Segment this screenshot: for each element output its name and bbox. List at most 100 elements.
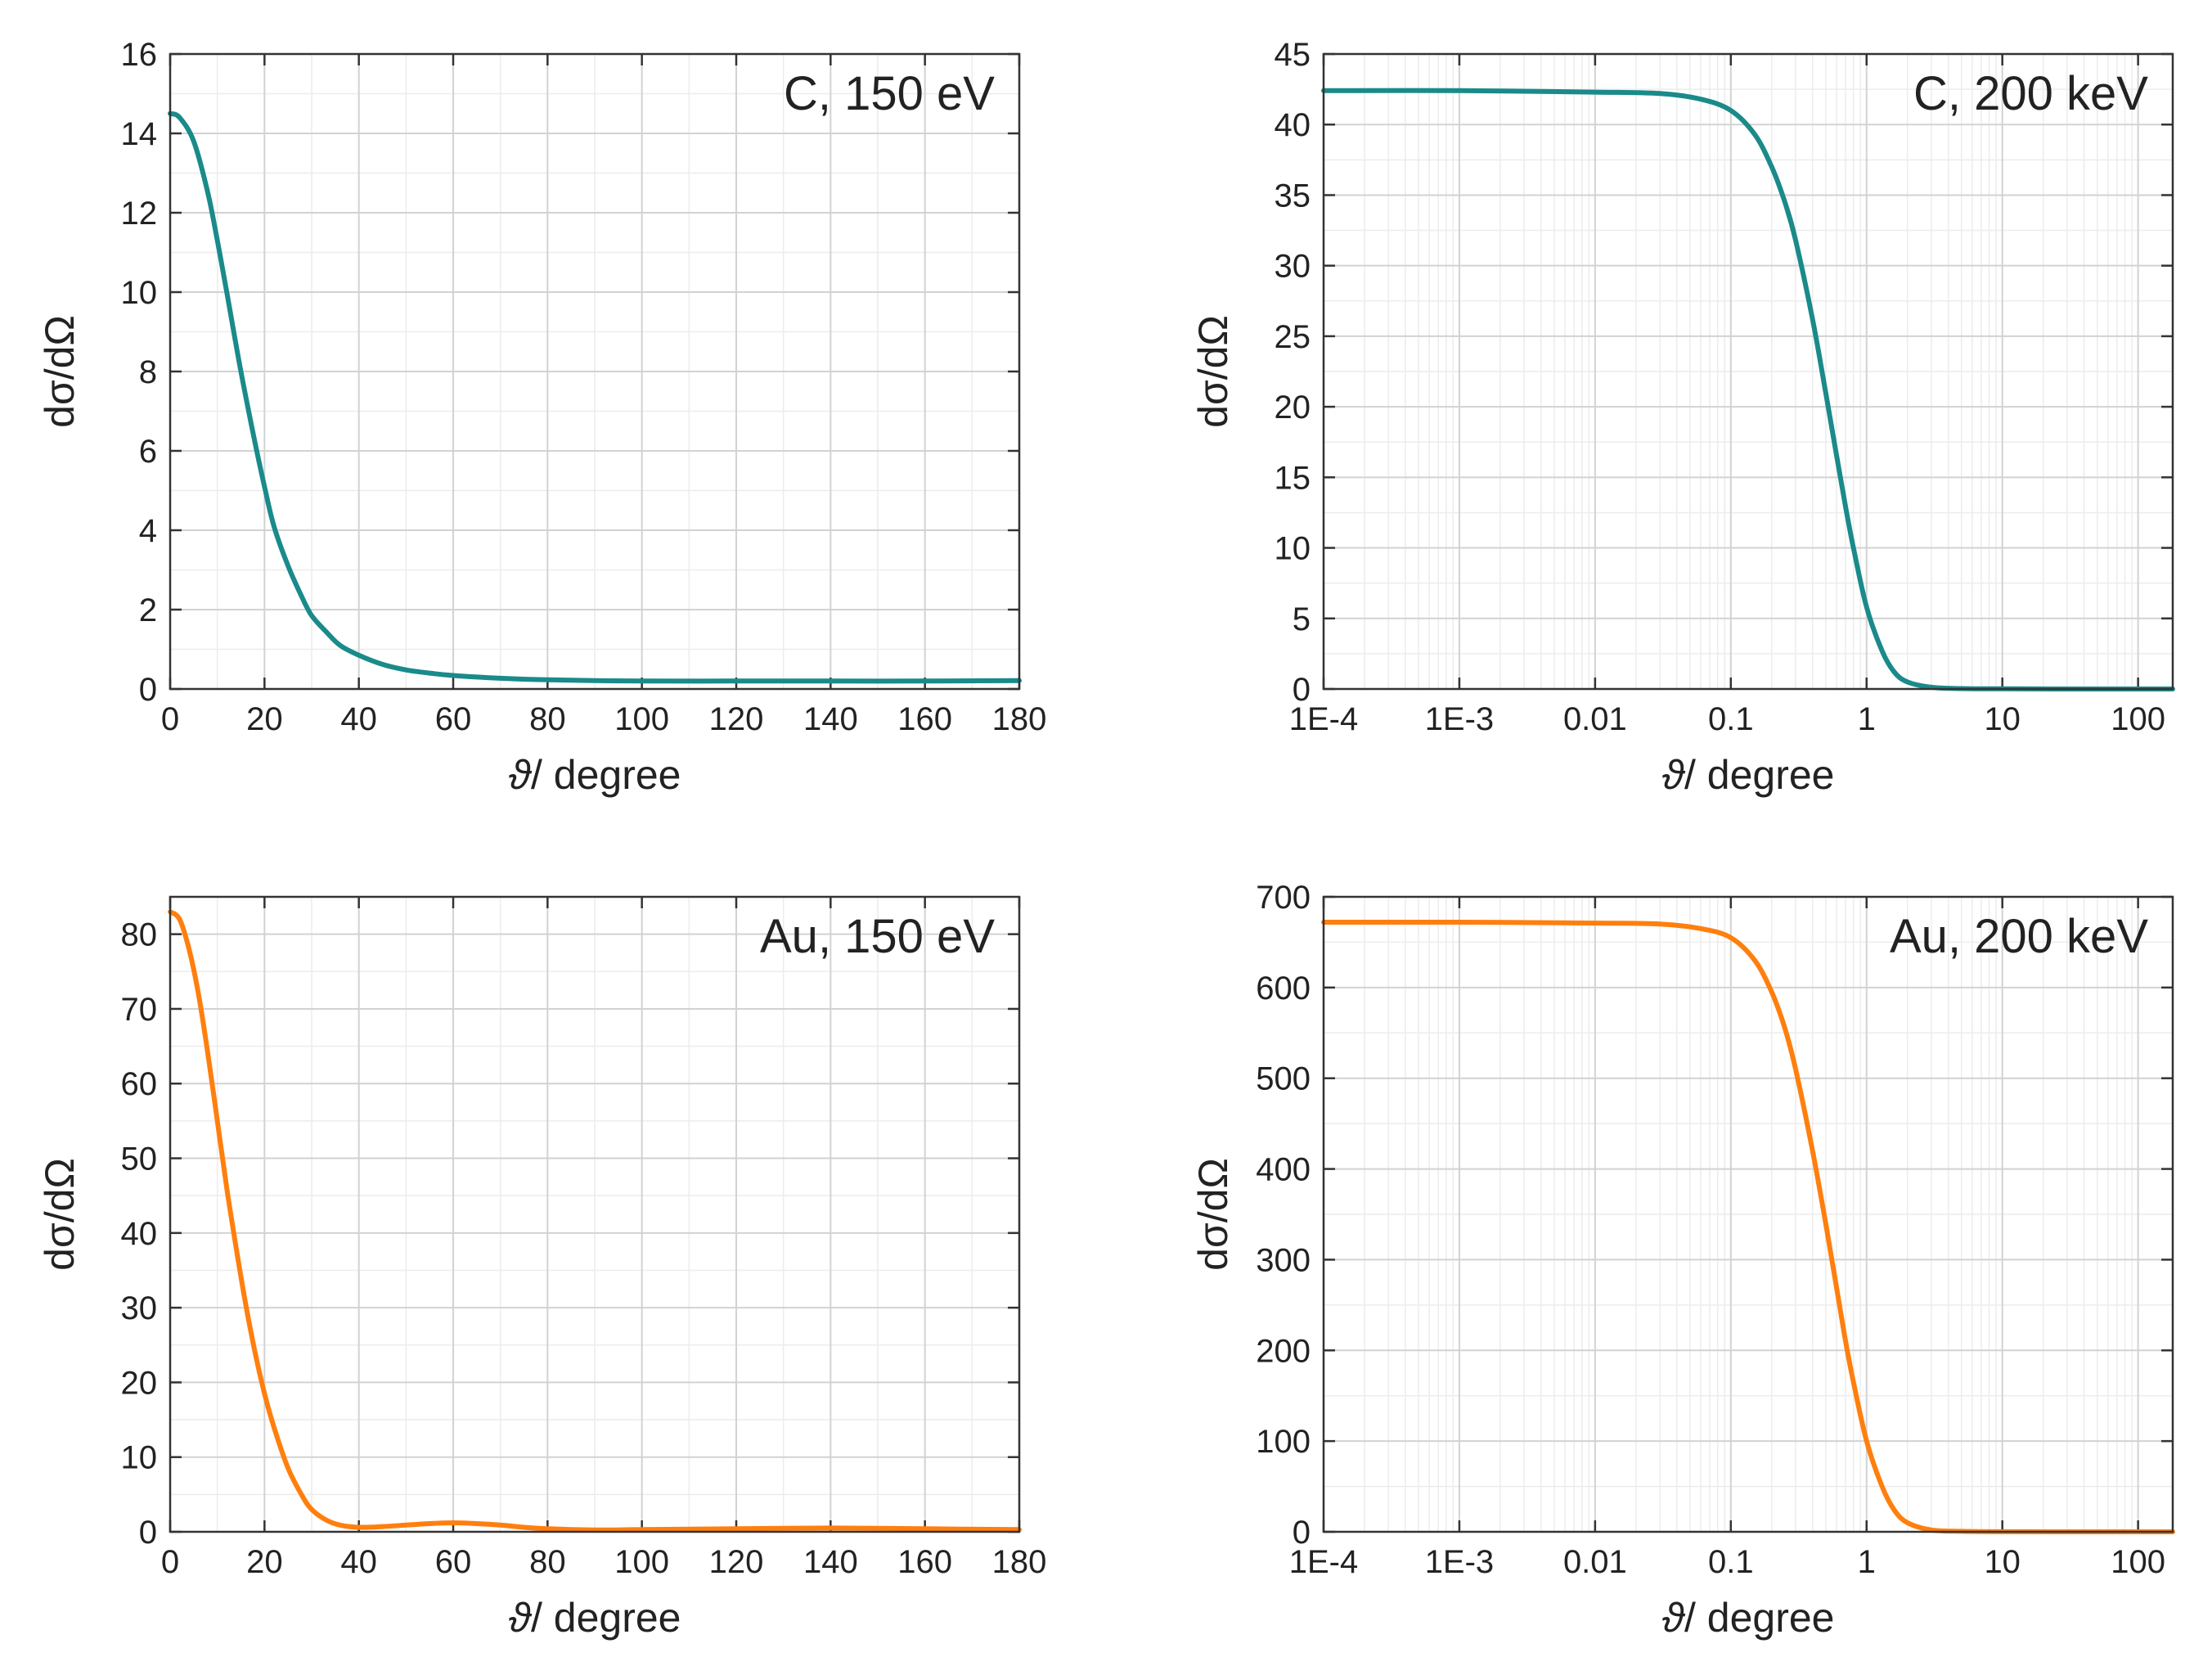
x-axis-label: ϑ/ degree bbox=[1662, 1595, 1835, 1641]
panel-annotation: C, 200 keV bbox=[1913, 67, 2148, 120]
chart-panel-1: 0 20 40 60 80 100 120 140 160 180 0 2 4 6 8 10 12 14 16 ϑ/ … bbox=[37, 37, 1046, 798]
chart-panel-3: 0 20 40 60 80 100 120 140 160 180 0 10 20 30 40 50 60 70 8… bbox=[37, 895, 1047, 1641]
y-axis-label: dσ/dΩ bbox=[1190, 315, 1236, 428]
x-tick-label: 0 bbox=[161, 701, 179, 737]
x-tick-label: 160 bbox=[897, 701, 952, 737]
y-tick-label: 60 bbox=[121, 1066, 158, 1102]
x-tick-label: 180 bbox=[992, 701, 1047, 737]
theta-symbol: ϑ bbox=[509, 752, 533, 798]
y-tick-label: 10 bbox=[121, 275, 158, 311]
y-tick-label: 25 bbox=[1275, 319, 1311, 355]
y-tick-label: 10 bbox=[121, 1440, 158, 1476]
y-tick-label: 40 bbox=[121, 1216, 158, 1252]
minor-grid bbox=[170, 897, 1019, 1532]
x-tick-label: 0.01 bbox=[1563, 701, 1627, 737]
y-tick-label: 4 bbox=[139, 513, 157, 549]
x-tick-label: 120 bbox=[709, 701, 764, 737]
y-tick-label: 5 bbox=[1293, 601, 1311, 637]
x-tick-label: 100 bbox=[614, 701, 669, 737]
x-tick-label: 10 bbox=[1984, 701, 2021, 737]
series-line-2 bbox=[1321, 88, 2175, 692]
x-tick-label: 180 bbox=[992, 1544, 1047, 1580]
x-tick-label: 100 bbox=[2111, 701, 2165, 737]
x-tick-label: 0.1 bbox=[1708, 1544, 1754, 1580]
chart-panel-4: 1E-4 1E-3 0.01 0.1 1 10 100 0 100 200 300 400 500 600… bbox=[1190, 880, 2175, 1641]
series-line-3 bbox=[168, 909, 1022, 1533]
x-tick-label: 1 bbox=[1858, 1544, 1876, 1580]
panel-annotation: Au, 200 keV bbox=[1890, 910, 2148, 963]
x-tick-label: 80 bbox=[529, 1544, 566, 1580]
x-tick-label: 0 bbox=[161, 1544, 179, 1580]
y-tick-label: 600 bbox=[1256, 970, 1311, 1006]
x-tick-label: 0.1 bbox=[1708, 701, 1754, 737]
tick-marks bbox=[1322, 52, 2173, 691]
y-tick-label: 0 bbox=[139, 672, 157, 708]
panel-annotation: Au, 150 eV bbox=[760, 910, 995, 963]
y-tick-label: 500 bbox=[1256, 1061, 1311, 1097]
y-tick-label: 100 bbox=[1256, 1424, 1311, 1460]
x-tick-label: 40 bbox=[340, 701, 377, 737]
x-tick-label: 10 bbox=[1984, 1544, 2021, 1580]
y-tick-label: 400 bbox=[1256, 1152, 1311, 1188]
theta-symbol: ϑ bbox=[1662, 1595, 1686, 1641]
y-axis-label: dσ/dΩ bbox=[37, 315, 83, 428]
y-tick-label: 40 bbox=[1275, 107, 1311, 143]
y-tick-label: 15 bbox=[1275, 460, 1311, 496]
y-tick-label: 200 bbox=[1256, 1333, 1311, 1369]
x-tick-label: 140 bbox=[803, 701, 858, 737]
x-tick-label: 1E-4 bbox=[1289, 1544, 1359, 1580]
y-tick-label: 20 bbox=[121, 1365, 158, 1401]
series-line-4 bbox=[1321, 919, 2175, 1535]
plot-frame bbox=[1322, 52, 2174, 691]
x-axis-label: ϑ/ degree bbox=[509, 752, 681, 798]
plot-frame bbox=[1322, 895, 2174, 1533]
x-tick-label: 100 bbox=[614, 1544, 669, 1580]
minor-grid bbox=[1324, 897, 2173, 1532]
x-axis-label: ϑ/ degree bbox=[509, 1595, 681, 1641]
x-tick-label: 100 bbox=[2111, 1544, 2165, 1580]
y-tick-label: 45 bbox=[1275, 37, 1311, 73]
x-axis-label-text: / degree bbox=[531, 752, 681, 798]
x-tick-label: 60 bbox=[435, 701, 472, 737]
x-tick-label: 80 bbox=[529, 701, 566, 737]
x-axis-label: ϑ/ degree bbox=[1662, 752, 1835, 798]
minor-grid bbox=[1324, 54, 2173, 689]
y-axis-label: dσ/dΩ bbox=[37, 1158, 83, 1271]
x-tick-label: 1 bbox=[1858, 701, 1876, 737]
x-tick-label: 40 bbox=[340, 1544, 377, 1580]
x-axis-label-text: / degree bbox=[1684, 1595, 1834, 1641]
plot-frame bbox=[169, 895, 1021, 1533]
y-tick-label: 0 bbox=[139, 1515, 157, 1551]
y-tick-label: 30 bbox=[1275, 249, 1311, 285]
y-tick-label: 50 bbox=[121, 1141, 158, 1177]
series-line-1 bbox=[168, 110, 1022, 684]
x-tick-label: 1E-3 bbox=[1425, 701, 1495, 737]
y-tick-label: 35 bbox=[1275, 178, 1311, 214]
y-tick-label: 16 bbox=[121, 37, 158, 73]
x-tick-label: 120 bbox=[709, 1544, 764, 1580]
x-tick-label: 20 bbox=[246, 701, 283, 737]
x-tick-label: 1E-4 bbox=[1289, 701, 1359, 737]
y-tick-label: 12 bbox=[121, 196, 158, 232]
theta-symbol: ϑ bbox=[509, 1595, 533, 1641]
x-tick-label: 160 bbox=[897, 1544, 952, 1580]
y-tick-label: 70 bbox=[121, 992, 158, 1028]
x-tick-label: 60 bbox=[435, 1544, 472, 1580]
x-axis-label-text: / degree bbox=[531, 1595, 681, 1641]
y-tick-label: 8 bbox=[139, 354, 157, 390]
y-tick-label: 14 bbox=[121, 116, 158, 152]
x-tick-label: 20 bbox=[246, 1544, 283, 1580]
y-tick-label: 10 bbox=[1275, 531, 1311, 567]
x-tick-label: 140 bbox=[803, 1544, 858, 1580]
theta-symbol: ϑ bbox=[1662, 752, 1686, 798]
y-tick-label: 30 bbox=[121, 1290, 158, 1326]
y-tick-label: 6 bbox=[139, 434, 157, 470]
y-tick-label: 20 bbox=[1275, 389, 1311, 426]
y-tick-label: 300 bbox=[1256, 1242, 1311, 1278]
x-tick-label: 0.01 bbox=[1563, 1544, 1627, 1580]
y-tick-label: 0 bbox=[1293, 672, 1311, 708]
y-tick-label: 700 bbox=[1256, 880, 1311, 916]
x-tick-label: 1E-3 bbox=[1425, 1544, 1495, 1580]
x-axis-label-text: / degree bbox=[1684, 752, 1834, 798]
